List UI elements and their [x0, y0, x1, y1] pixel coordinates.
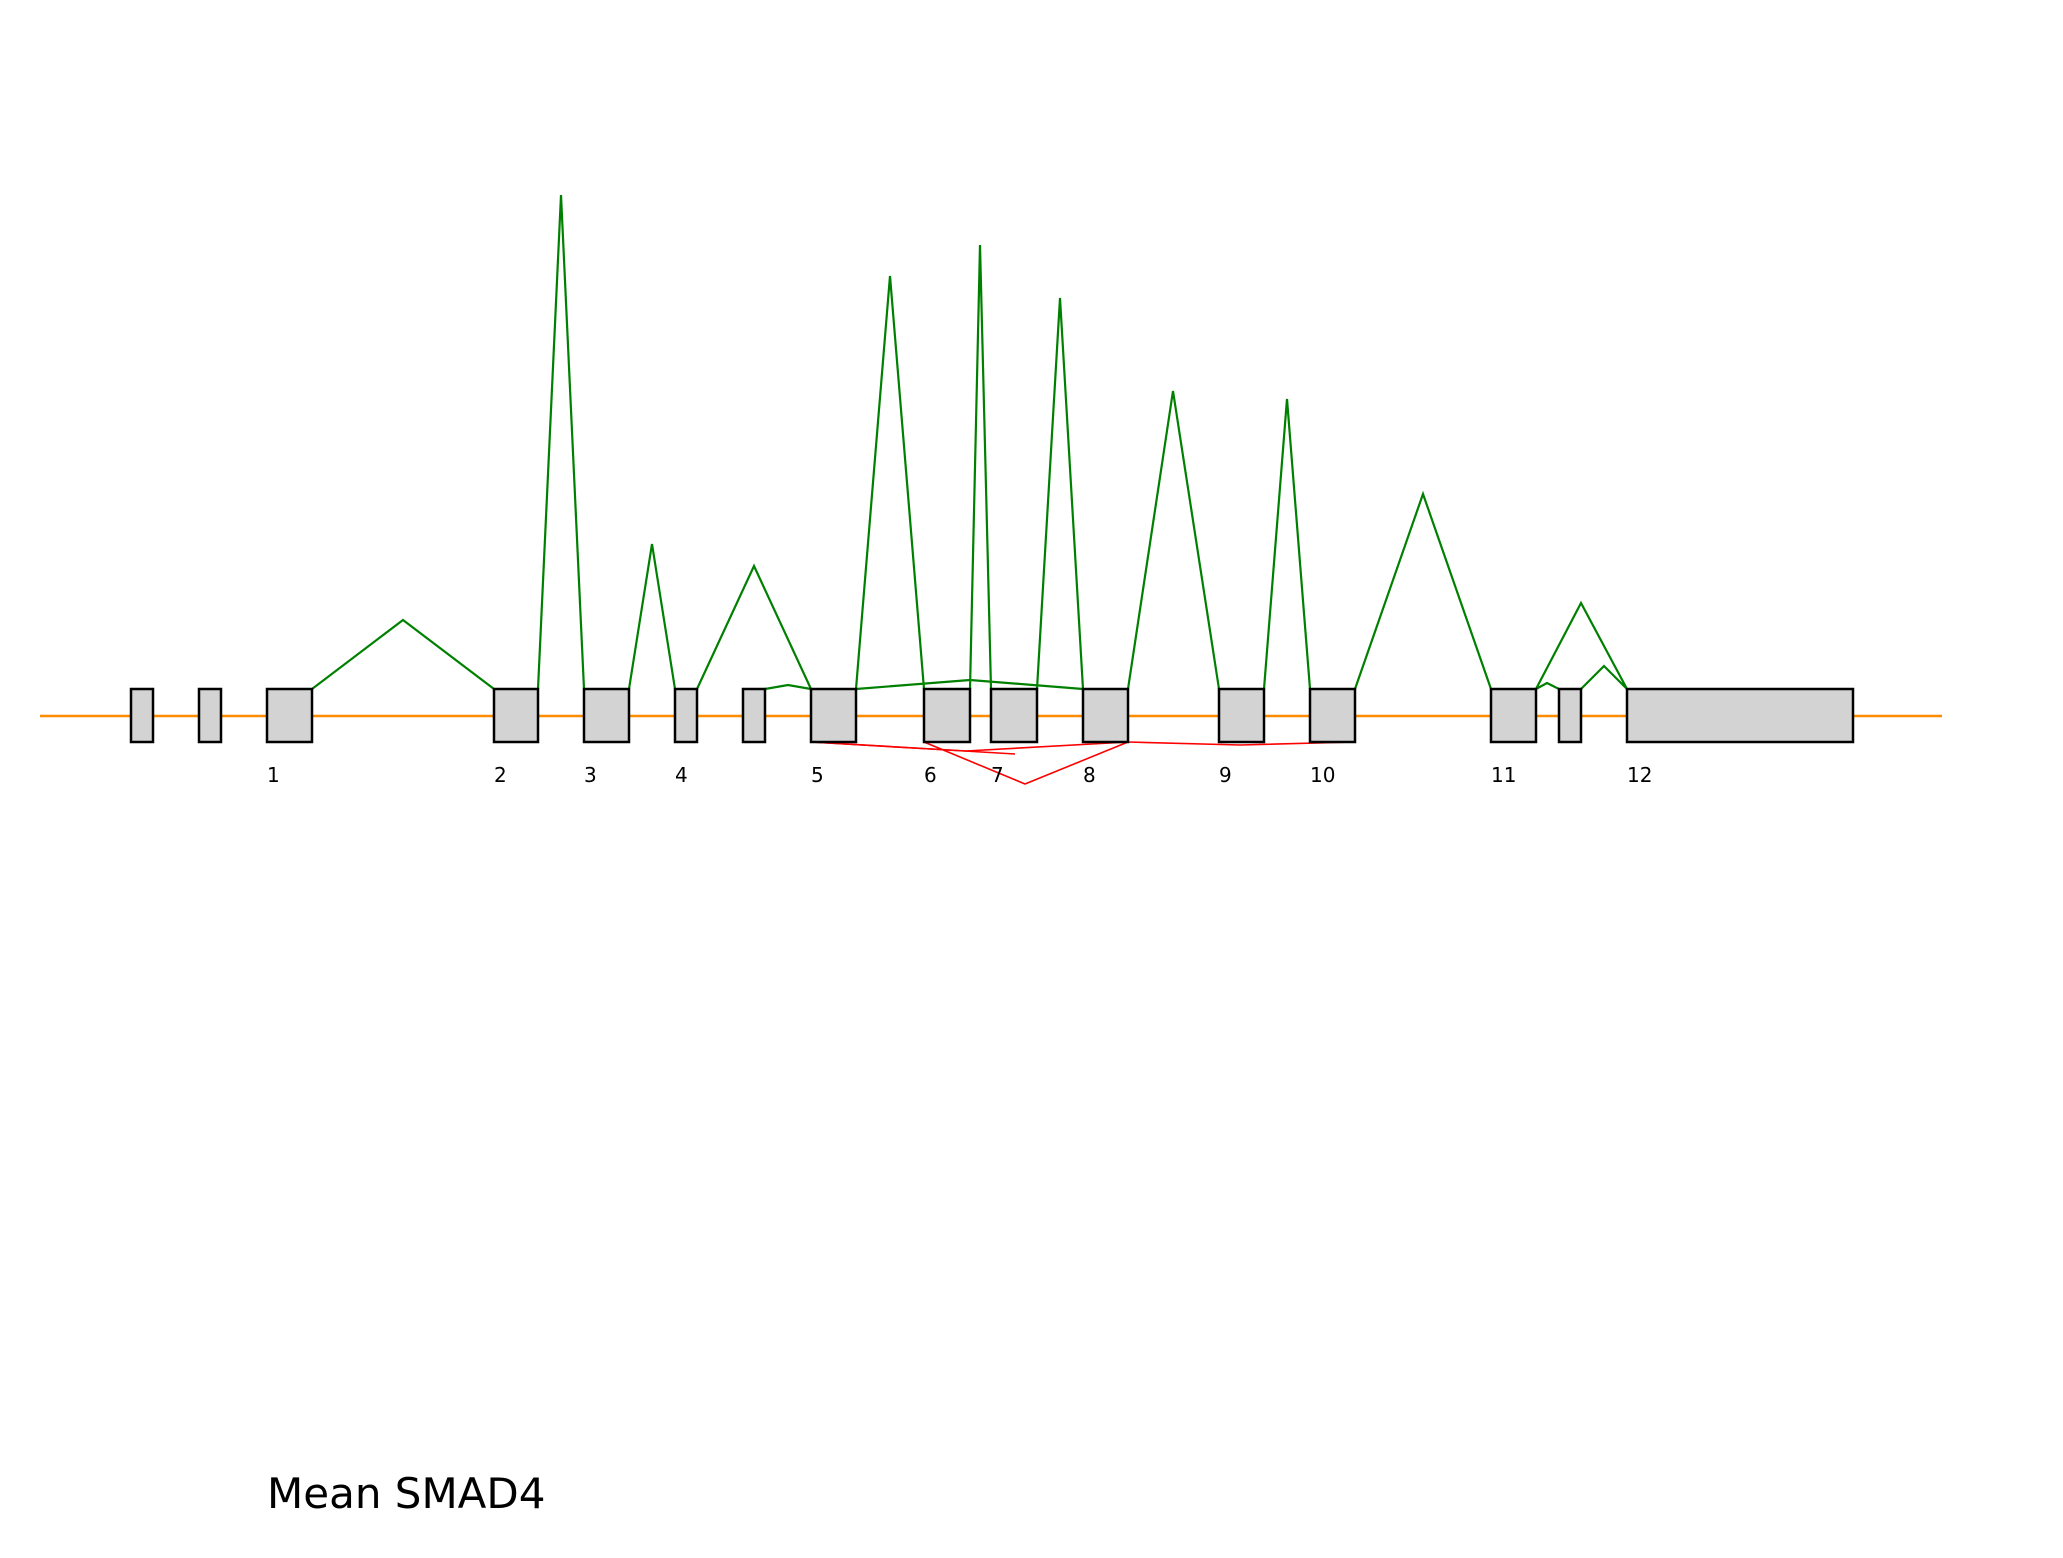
- exon-box: [1557, 687, 1583, 744]
- exon-box: [265, 687, 314, 744]
- junction-arc: [1353, 490, 1493, 690]
- exon-label: 7: [991, 763, 1004, 787]
- exon-label: 12: [1627, 763, 1652, 787]
- exon-box: [197, 687, 223, 744]
- exon-label: 6: [924, 763, 937, 787]
- junction-arc: [1035, 297, 1085, 690]
- exon-box: [1217, 687, 1266, 744]
- exon-box: [922, 687, 972, 744]
- junction-arc: [1535, 681, 1560, 690]
- exon-label: 3: [584, 763, 597, 787]
- exon-box: [582, 687, 631, 744]
- exon-label: 5: [811, 763, 824, 787]
- junction-arc: [1580, 664, 1628, 690]
- exon-box: [1081, 687, 1130, 744]
- junction-arc: [311, 618, 495, 690]
- upper-junctions: [311, 194, 1628, 691]
- exon-label: 1: [267, 763, 280, 787]
- exon-label: 11: [1491, 763, 1516, 787]
- exon-label: 9: [1219, 763, 1232, 787]
- exon-box: [741, 687, 767, 744]
- junction-arc: [923, 741, 1129, 785]
- junction-arc: [536, 194, 586, 690]
- exons: [129, 687, 1855, 744]
- exon-box: [1489, 687, 1538, 744]
- junction-arc: [1262, 398, 1312, 690]
- exon-box: [673, 687, 699, 744]
- exon-box: [129, 687, 155, 744]
- exon-label: 2: [494, 763, 507, 787]
- junction-arc: [968, 244, 993, 690]
- junction-arc: [854, 275, 926, 690]
- junction-arc: [696, 563, 812, 690]
- junction-arc: [627, 543, 677, 690]
- junction-arc: [1126, 390, 1221, 690]
- exon-box: [809, 687, 858, 744]
- exon-box: [1308, 687, 1357, 744]
- exon-labels: 1 2 3 4 5 6 7 8 9 10 11 12: [267, 763, 1652, 787]
- junction-arc: [810, 741, 1129, 752]
- exon-label: 10: [1310, 763, 1335, 787]
- exon-box: [492, 687, 540, 744]
- exon-box: [989, 687, 1039, 744]
- junction-arc: [1535, 600, 1628, 690]
- junction-arc: [764, 683, 812, 691]
- chart-title: Mean SMAD4: [267, 1469, 545, 1518]
- exon-box: [1625, 687, 1855, 744]
- exon-label: 4: [675, 763, 688, 787]
- exon-label: 8: [1083, 763, 1096, 787]
